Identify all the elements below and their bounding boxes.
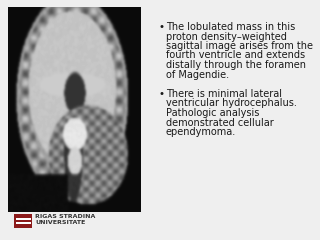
Text: •: • [158,89,164,99]
Text: The lobulated mass in this: The lobulated mass in this [166,22,295,32]
Text: of Magendie.: of Magendie. [166,70,229,79]
Text: ventricular hydrocephalus.: ventricular hydrocephalus. [166,98,297,108]
Text: proton density–weighted: proton density–weighted [166,31,287,42]
Bar [14,214,32,228]
Bar [15,217,30,220]
Text: •: • [158,22,164,32]
Text: There is minimal lateral: There is minimal lateral [166,89,282,99]
Text: distally through the foramen: distally through the foramen [166,60,306,70]
Text: Pathologic analysis: Pathologic analysis [166,108,260,118]
Text: UNIVERSITATE: UNIVERSITATE [35,220,85,225]
Bar [15,222,30,224]
Text: demonstrated cellular: demonstrated cellular [166,118,274,127]
Text: RIGAS STRADINA: RIGAS STRADINA [35,214,95,219]
Text: ependymoma.: ependymoma. [166,127,236,137]
Text: sagittal image arises from the: sagittal image arises from the [166,41,313,51]
Text: fourth ventricle and extends: fourth ventricle and extends [166,50,305,60]
